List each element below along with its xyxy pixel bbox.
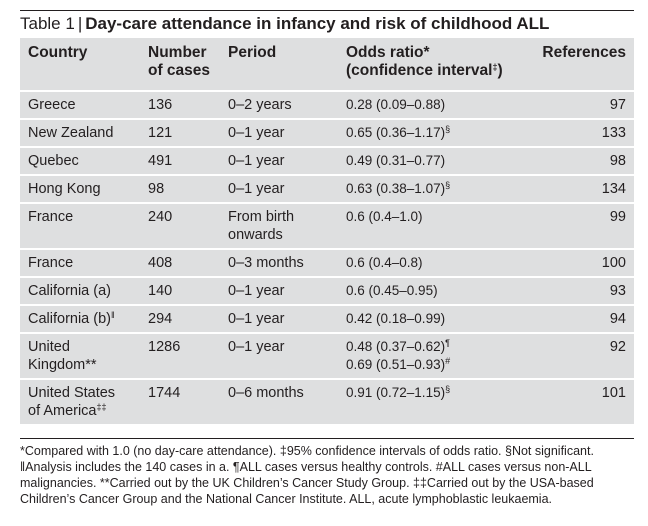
cell-odds-ratio: 0.6 (0.4–1.0) — [338, 202, 528, 249]
cell-reference: 93 — [528, 276, 634, 305]
table-row: Greece 136 0–2 years 0.28 (0.09–0.88) 97 — [20, 90, 634, 119]
cell-period: 0–1 year — [220, 174, 338, 203]
cell-odds-ratio: 0.6 (0.4–0.8) — [338, 248, 528, 277]
cell-period: From birth onwards — [220, 202, 338, 249]
table-body: Greece 136 0–2 years 0.28 (0.09–0.88) 97 New … — [20, 90, 634, 424]
table-row: United States of America‡‡ 1744 0–6 months… — [20, 378, 634, 424]
cell-period: 0–2 years — [220, 90, 338, 119]
cell-odds-ratio: 0.42 (0.18–0.99) — [338, 304, 528, 333]
cell-odds-ratio: 0.6 (0.45–0.95) — [338, 276, 528, 305]
cell-reference: 134 — [528, 174, 634, 203]
cell-reference: 100 — [528, 248, 634, 277]
cell-reference: 94 — [528, 304, 634, 333]
cell-country: California (a) — [20, 276, 140, 305]
cell-period: 0–1 year — [220, 146, 338, 175]
title-separator: | — [77, 14, 83, 33]
cell-country: California (b)‖ — [20, 304, 140, 333]
table-row: Hong Kong 98 0–1 year 0.63 (0.38–1.07)§ 134 — [20, 174, 634, 203]
cell-reference: 92 — [528, 332, 634, 379]
cell-odds-ratio: 0.63 (0.38–1.07)§ — [338, 174, 528, 203]
cell-country: France — [20, 202, 140, 249]
cell-reference: 97 — [528, 90, 634, 119]
footnote-text: *Compared with 1.0 (no day-care attendan… — [20, 444, 594, 506]
cell-period: 0–1 year — [220, 118, 338, 147]
cell-country: United States of America‡‡ — [20, 378, 140, 424]
cell-cases: 98 — [140, 174, 220, 203]
data-table: Country Number of cases Period Odds ratio… — [20, 38, 634, 424]
cell-country: Hong Kong — [20, 174, 140, 203]
cell-country: Quebec — [20, 146, 140, 175]
table-title: Table 1 | Day-care attendance in infancy a… — [20, 10, 634, 38]
cell-period: 0–6 months — [220, 378, 338, 424]
table-row: France 240 From birth onwards 0.6 (0.4–1.0)… — [20, 202, 634, 249]
cell-cases: 1744 — [140, 378, 220, 424]
cell-cases: 140 — [140, 276, 220, 305]
table-row: France 408 0–3 months 0.6 (0.4–0.8) 100 — [20, 248, 634, 277]
cell-period: 0–1 year — [220, 304, 338, 333]
table-row: United Kingdom** 1286 0–1 year 0.48 (0.37–0… — [20, 332, 634, 379]
cell-cases: 408 — [140, 248, 220, 277]
cell-cases: 240 — [140, 202, 220, 249]
table-row: New Zealand 121 0–1 year 0.65 (0.36–1.17)§ 1… — [20, 118, 634, 147]
table-row: California (b)‖ 294 0–1 year 0.42 (0.18–0.9… — [20, 304, 634, 333]
cell-country: France — [20, 248, 140, 277]
cell-reference: 98 — [528, 146, 634, 175]
cell-cases: 294 — [140, 304, 220, 333]
cell-odds-ratio: 0.48 (0.37–0.62)¶ 0.69 (0.51–0.93)# — [338, 332, 528, 379]
column-header-country: Country — [28, 44, 88, 61]
cell-reference: 101 — [528, 378, 634, 424]
cell-country: New Zealand — [20, 118, 140, 147]
table-row: Quebec 491 0–1 year 0.49 (0.31–0.77) 98 — [20, 146, 634, 175]
cell-odds-ratio: 0.49 (0.31–0.77) — [338, 146, 528, 175]
cell-country: United Kingdom** — [20, 332, 140, 379]
cell-cases: 121 — [140, 118, 220, 147]
cell-period: 0–1 year — [220, 332, 338, 379]
cell-cases: 1286 — [140, 332, 220, 379]
cell-reference: 133 — [528, 118, 634, 147]
cell-period: 0–3 months — [220, 248, 338, 277]
cell-reference: 99 — [528, 202, 634, 249]
table-header-row: Country Number of cases Period Odds ratio… — [20, 38, 634, 91]
cell-country: Greece — [20, 90, 140, 119]
table-row: California (a) 140 0–1 year 0.6 (0.45–0.95)… — [20, 276, 634, 305]
cell-odds-ratio: 0.28 (0.09–0.88) — [338, 90, 528, 119]
column-header-cases: Number of cases — [148, 44, 211, 79]
cell-cases: 136 — [140, 90, 220, 119]
cell-period: 0–1 year — [220, 276, 338, 305]
table-label: Table 1 — [20, 14, 75, 33]
column-header-odds-ratio: Odds ratio* (confidence interval‡) — [346, 44, 503, 79]
column-header-period: Period — [228, 44, 277, 61]
cell-odds-ratio: 0.91 (0.72–1.15)§ — [338, 378, 528, 424]
cell-cases: 491 — [140, 146, 220, 175]
cell-odds-ratio: 0.65 (0.36–1.17)§ — [338, 118, 528, 147]
table-footnote: *Compared with 1.0 (no day-care attendan… — [20, 438, 634, 507]
table-caption: Day-care attendance in infancy and risk … — [85, 14, 550, 33]
column-header-references: References — [542, 44, 626, 61]
